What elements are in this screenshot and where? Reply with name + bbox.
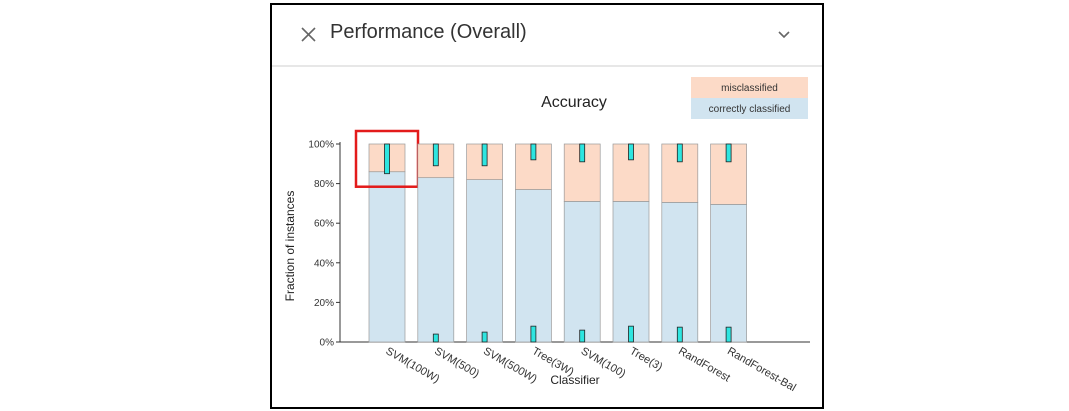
- bar-group[interactable]: [710, 143, 747, 343]
- bar-correct[interactable]: [661, 202, 699, 343]
- chevron-down-icon: [778, 31, 790, 39]
- bar-group[interactable]: [466, 143, 503, 343]
- legend-swatch: [691, 77, 808, 98]
- bar-group[interactable]: [354, 129, 420, 343]
- accuracy-chart: misclassified correctly classified Accura…: [283, 77, 810, 394]
- bars: [354, 129, 747, 343]
- uncertainty-marker: [579, 329, 586, 343]
- y-axis-label: Fraction of instances: [283, 191, 297, 302]
- bar-group[interactable]: [515, 143, 552, 343]
- bar-group[interactable]: [417, 143, 455, 343]
- uncertainty-marker: [384, 143, 390, 175]
- x-axis-label: Classifier: [550, 373, 599, 387]
- uncertainty-marker: [628, 325, 634, 343]
- legend-swatch: [691, 98, 808, 119]
- uncertainty-marker: [579, 143, 586, 163]
- bar-group[interactable]: [563, 143, 601, 343]
- y-tick-label: 40%: [314, 258, 334, 269]
- uncertainty-marker: [432, 333, 439, 343]
- uncertainty-marker: [628, 143, 634, 161]
- uncertainty-marker: [481, 331, 488, 343]
- x-tick-label: SVM(100W): [384, 345, 442, 385]
- bar-correct[interactable]: [368, 171, 406, 343]
- x-tick-label: RandForest-Bal: [725, 345, 798, 394]
- header-divider: [272, 65, 822, 67]
- uncertainty-marker: [530, 325, 537, 343]
- bar-correct[interactable]: [710, 204, 747, 343]
- close-button[interactable]: [296, 22, 322, 48]
- bar-correct[interactable]: [612, 201, 650, 343]
- bar-correct[interactable]: [417, 177, 455, 343]
- x-tick-label: Tree(3): [628, 345, 665, 373]
- uncertainty-marker: [676, 143, 683, 163]
- expand-button[interactable]: [772, 22, 796, 46]
- panel-title: Performance (Overall): [330, 21, 527, 43]
- bar-group[interactable]: [661, 143, 699, 343]
- y-tick-label: 60%: [314, 219, 334, 230]
- bar-correct[interactable]: [466, 179, 503, 343]
- bar-correct[interactable]: [515, 189, 552, 343]
- uncertainty-marker: [432, 143, 439, 167]
- uncertainty-marker: [530, 143, 537, 161]
- uncertainty-marker: [725, 143, 732, 163]
- uncertainty-marker: [676, 326, 683, 343]
- bar-group[interactable]: [612, 143, 650, 343]
- legend-entry: correctly classified: [709, 104, 791, 115]
- y-tick-label: 0%: [320, 338, 335, 349]
- bar-correct[interactable]: [563, 201, 601, 343]
- legend: misclassified correctly classified: [691, 77, 808, 119]
- y-tick-label: 100%: [308, 140, 334, 151]
- y-tick-label: 80%: [314, 179, 334, 190]
- uncertainty-marker: [725, 326, 732, 343]
- panel-header: Performance (Overall): [272, 5, 822, 63]
- close-icon: [301, 27, 316, 42]
- chart-title: Accuracy: [541, 94, 607, 111]
- x-tick-label: SVM(500W): [481, 345, 539, 385]
- performance-panel: Performance (Overall) misclassified corre…: [270, 3, 824, 409]
- legend-entry: misclassified: [721, 83, 778, 94]
- x-tick-label: RandForest: [676, 345, 732, 384]
- uncertainty-marker: [481, 143, 488, 167]
- y-tick-label: 20%: [314, 298, 334, 309]
